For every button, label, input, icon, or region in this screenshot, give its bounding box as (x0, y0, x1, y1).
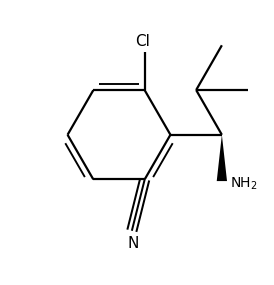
Text: N: N (127, 236, 139, 251)
Polygon shape (217, 135, 227, 181)
Text: NH$_2$: NH$_2$ (230, 176, 257, 192)
Text: Cl: Cl (135, 34, 150, 48)
